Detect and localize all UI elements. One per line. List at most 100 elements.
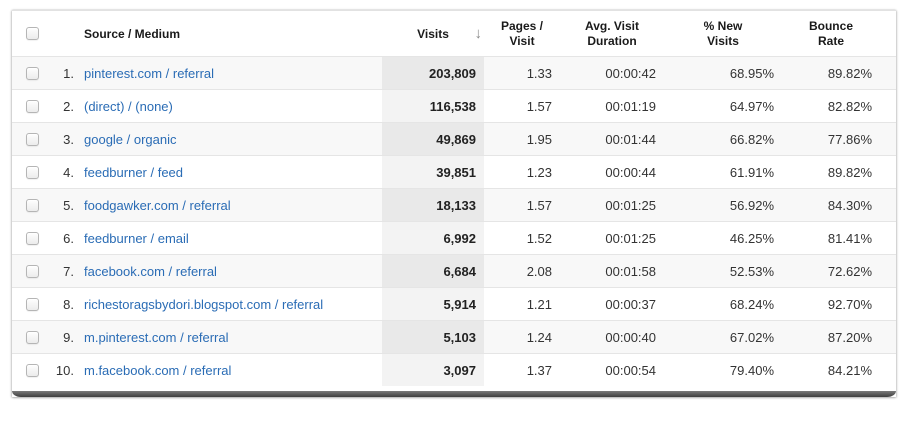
bounce-rate-value: 89.82% [827,164,872,180]
bounce-rate-value: 72.62% [827,263,872,279]
avg-visit-duration-value: 00:01:19 [605,98,656,114]
bounce-rate-value: 82.82% [827,98,872,114]
pages-per-visit-value: 1.21 [526,296,552,312]
source-medium-link[interactable]: feedburner / email [84,230,189,246]
table-row: 6. feedburner / email 6,992 1.52 00:01:2… [12,221,896,254]
row-checkbox[interactable] [26,66,39,80]
screenshot-bottom-edge [12,391,896,397]
source-medium-link[interactable]: feedburner / feed [84,164,184,180]
bounce-rate-value: 87.20% [827,329,872,345]
source-medium-link[interactable]: m.facebook.com / referral [84,362,232,378]
table-row: 10. m.facebook.com / referral 3,097 1.37… [12,353,896,386]
bounce-rate-value: 92.70% [827,296,872,312]
pages-per-visit-value: 1.33 [526,65,552,81]
row-rank: 6. [63,230,74,246]
pages-per-visit-value: 1.24 [526,329,552,345]
row-rank: 1. [63,65,74,81]
bounce-rate-value: 84.21% [827,362,872,378]
visits-value: 6,684 [443,263,476,279]
percent-new-visits-value: 79.40% [729,362,774,378]
pages-per-visit-value: 1.37 [526,362,552,378]
pages-per-visit-header-label: Pages / Visit [500,18,544,48]
column-header-visits[interactable]: Visits ↓ [382,11,484,56]
row-rank: 2. [63,98,74,114]
avg-visit-duration-header-label: Avg. Visit Duration [584,18,640,48]
source-medium-link[interactable]: (direct) / (none) [84,98,173,114]
pages-per-visit-value: 1.52 [526,230,552,246]
column-header-avg-visit-duration[interactable]: Avg. Visit Duration [560,11,664,56]
percent-new-visits-value: 56.92% [729,197,774,213]
column-header-source-medium[interactable]: Source / Medium [74,11,382,56]
table-row: 5. foodgawker.com / referral 18,133 1.57… [12,188,896,221]
row-checkbox[interactable] [26,132,39,146]
avg-visit-duration-value: 00:00:44 [605,164,656,180]
column-header-pages-per-visit[interactable]: Pages / Visit [484,11,560,56]
visits-value: 39,851 [436,164,476,180]
row-checkbox[interactable] [26,363,39,377]
row-rank: 4. [63,164,74,180]
table-row: 1. pinterest.com / referral 203,809 1.33… [12,56,896,89]
visits-value: 203,809 [429,65,476,81]
pages-per-visit-value: 1.57 [526,98,552,114]
table-row: 7. facebook.com / referral 6,684 2.08 00… [12,254,896,287]
select-all-checkbox[interactable] [26,27,39,40]
percent-new-visits-value: 67.02% [729,329,774,345]
percent-new-visits-value: 64.97% [729,98,774,114]
source-medium-link[interactable]: google / organic [84,131,177,147]
pages-per-visit-value: 2.08 [526,263,552,279]
source-medium-link[interactable]: m.pinterest.com / referral [84,329,229,345]
percent-new-visits-value: 68.95% [729,65,774,81]
avg-visit-duration-value: 00:01:58 [605,263,656,279]
avg-visit-duration-value: 00:00:54 [605,362,656,378]
source-medium-link[interactable]: facebook.com / referral [84,263,217,279]
row-checkbox[interactable] [26,198,39,212]
table-row: 2. (direct) / (none) 116,538 1.57 00:01:… [12,89,896,122]
pages-per-visit-value: 1.23 [526,164,552,180]
avg-visit-duration-value: 00:01:44 [605,131,656,147]
visits-value: 116,538 [429,98,476,114]
row-checkbox[interactable] [26,99,39,113]
bounce-rate-value: 81.41% [827,230,872,246]
percent-new-visits-value: 61.91% [729,164,774,180]
table-row: 8. richestoragsbydori.blogspot.com / ref… [12,287,896,320]
percent-new-visits-value: 46.25% [729,230,774,246]
row-rank: 10. [55,362,74,378]
bounce-rate-value: 77.86% [827,131,872,147]
table-row: 3. google / organic 49,869 1.95 00:01:44… [12,122,896,155]
bounce-rate-value: 84.30% [827,197,872,213]
row-rank: 7. [63,263,74,279]
percent-new-visits-value: 52.53% [729,263,774,279]
avg-visit-duration-value: 00:01:25 [605,197,656,213]
row-checkbox[interactable] [26,330,39,344]
row-checkbox[interactable] [26,297,39,311]
visits-value: 3,097 [443,362,476,378]
source-medium-link[interactable]: foodgawker.com / referral [84,197,231,213]
row-checkbox[interactable] [26,165,39,179]
row-rank: 9. [63,329,74,345]
row-checkbox[interactable] [26,264,39,278]
source-medium-link[interactable]: richestoragsbydori.blogspot.com / referr… [84,296,324,312]
row-rank: 8. [63,296,74,312]
sort-descending-icon[interactable]: ↓ [474,24,483,42]
pages-per-visit-value: 1.57 [526,197,552,213]
row-rank: 3. [63,131,74,147]
visits-value: 49,869 [436,131,476,147]
percent-new-visits-value: 66.82% [729,131,774,147]
column-header-bounce-rate[interactable]: Bounce Rate [782,11,880,56]
avg-visit-duration-value: 00:00:42 [605,65,656,81]
visits-value: 18,133 [436,197,476,213]
table-header-row: Source / Medium Visits ↓ Pages / Visit A… [12,10,896,56]
visits-value: 6,992 [443,230,476,246]
percent-new-visits-header-label: % New Visits [703,18,743,48]
analytics-table-card: Source / Medium Visits ↓ Pages / Visit A… [12,10,896,397]
bounce-rate-value: 89.82% [827,65,872,81]
row-rank: 5. [63,197,74,213]
source-medium-table: Source / Medium Visits ↓ Pages / Visit A… [12,10,896,391]
row-checkbox[interactable] [26,231,39,245]
source-medium-link[interactable]: pinterest.com / referral [84,65,215,81]
table-row: 4. feedburner / feed 39,851 1.23 00:00:4… [12,155,896,188]
column-header-percent-new-visits[interactable]: % New Visits [664,11,782,56]
visits-value: 5,914 [443,296,476,312]
table-row: 9. m.pinterest.com / referral 5,103 1.24… [12,320,896,353]
avg-visit-duration-value: 00:00:37 [605,296,656,312]
